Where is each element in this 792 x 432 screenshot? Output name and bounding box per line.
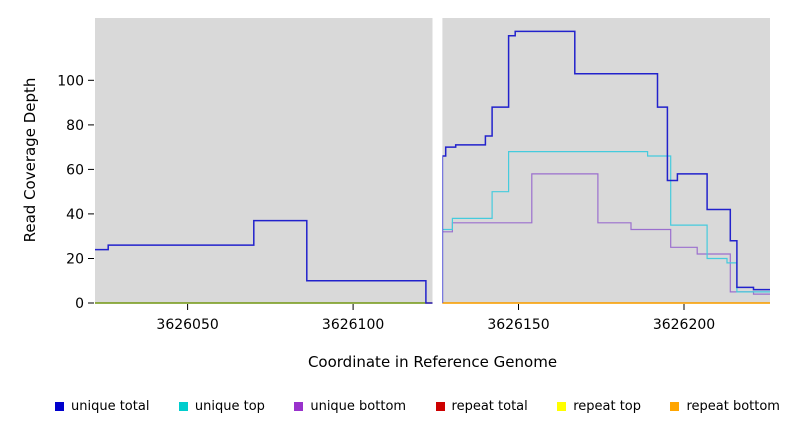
- y-tick-label: 60: [66, 162, 84, 178]
- x-tick-label: 3626100: [322, 317, 384, 333]
- y-tick-label: 40: [66, 207, 84, 223]
- legend-label-unique-total: unique total: [71, 399, 150, 414]
- legend-swatch-unique-total: [55, 402, 64, 411]
- unique-total-line: [441, 30, 770, 303]
- legend-label-unique-bottom: unique bottom: [310, 399, 407, 414]
- unique-total-line: [95, 219, 433, 304]
- x-axis-title: Coordinate in Reference Genome: [307, 353, 558, 371]
- legend-label-unique-top: unique top: [194, 399, 265, 414]
- unique-top-line: [442, 151, 770, 293]
- coverage-plot: 3626050 3626100 3626150 3626200 0 20 40 60 80 100: [57, 12, 770, 333]
- unique-bottom-line: [442, 173, 770, 295]
- legend-swatch-repeat-bottom: [670, 402, 680, 411]
- y-axis-title: Read Coverage Depth: [21, 77, 39, 243]
- legend-swatch-repeat-top: [557, 402, 567, 411]
- legend-item-unique-bottom: unique bottom: [294, 399, 406, 414]
- legend-swatch-repeat-total: [435, 402, 445, 411]
- legend-item-repeat-top: repeat top: [557, 399, 641, 414]
- legend-item-unique-total: unique total: [55, 399, 149, 414]
- y-tick-label: 80: [66, 118, 84, 134]
- y-tick-label: 100: [57, 73, 84, 89]
- legend-swatch-unique-top: [178, 402, 188, 411]
- x-tick-label: 3626200: [653, 317, 715, 333]
- legend-item-repeat-total: repeat total: [435, 399, 528, 414]
- y-tick-label: 20: [66, 252, 84, 268]
- legend-label-repeat-bottom: repeat bottom: [686, 399, 780, 414]
- legend-label-repeat-total: repeat total: [451, 399, 528, 414]
- legend-label-repeat-top: repeat top: [573, 399, 641, 414]
- legend: unique total unique top unique bottom re…: [55, 399, 780, 414]
- x-tick-label: 3626150: [487, 317, 549, 333]
- legend-item-unique-top: unique top: [178, 399, 265, 414]
- legend-swatch-unique-bottom: [294, 402, 304, 411]
- legend-item-repeat-bottom: repeat bottom: [670, 399, 780, 414]
- y-tick-label: 0: [75, 296, 84, 312]
- x-tick-label: 3626050: [156, 317, 218, 333]
- masked-region: [432, 12, 443, 303]
